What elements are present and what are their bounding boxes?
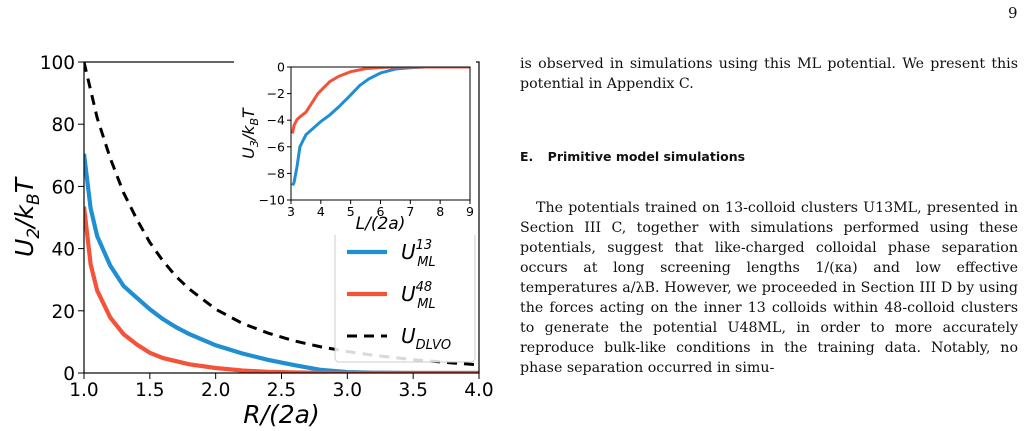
inset-y-label-sub: 3 (248, 140, 261, 147)
inset-y-axis-label: U3/kBT (239, 107, 261, 159)
inset-x-tick-label: 6 (377, 204, 385, 219)
main-y-tick-label: 20 (51, 302, 75, 323)
main-x-axis-label: R/(2a) (243, 400, 320, 429)
legend-label-base: U (401, 282, 416, 306)
figure: 1.0 1.5 2.0 2.5 3.0 3.5 4.0 0 20 40 60 80 100 R/(2a) U… (0, 0, 500, 431)
main-series-line-3 (84, 62, 479, 367)
inset-y-label-mid: /k (239, 125, 258, 142)
inset-y-tick-label: −6 (267, 139, 285, 154)
inset-x-tick-label: 3 (287, 204, 295, 219)
inset-x-tick-label: 8 (436, 204, 444, 219)
inset-x-tick-label: 4 (317, 204, 325, 219)
section-label: E. (520, 149, 534, 164)
main-x-tick-label: 2.5 (267, 380, 296, 401)
legend-label-2: U48 ML (401, 280, 436, 312)
main-y-tick-label: 100 (40, 53, 75, 74)
legend-label-1: U13 ML (401, 238, 436, 270)
section-heading: E. Primitive model simulations (520, 149, 1018, 164)
inset-y-label-sub2: B (248, 118, 261, 126)
inset-x-tick-label: 9 (466, 204, 474, 219)
inset-y-label-base: U (239, 147, 258, 159)
paragraph-body: The potentials trained on 13-colloid clu… (520, 200, 1018, 376)
inset-x-tick-label: 7 (406, 204, 414, 219)
inset-y-tick-label: −8 (267, 166, 285, 181)
main-y-tick-label: 80 (51, 115, 75, 136)
inset-x-axis-label: L/(2a) (356, 214, 406, 234)
paragraph-intro: is observed in simulations using this ML… (520, 56, 1018, 92)
page-number: 9 (1008, 4, 1018, 22)
main-y-tick-label: 0 (63, 364, 75, 385)
text-column: is observed in simulations using this ML… (520, 54, 1018, 378)
legend-label-sub: ML (417, 255, 435, 270)
inset-x-tick-label: 5 (347, 204, 355, 219)
legend-label-sub: ML (417, 297, 435, 312)
inset-series-line-2 (291, 67, 470, 134)
legend-label-base: U (401, 324, 416, 348)
main-x-tick-label: 3.0 (333, 380, 362, 401)
figure-svg: 1.0 1.5 2.0 2.5 3.0 3.5 4.0020406080100R/(2a)U… (10, 53, 494, 429)
main-x-tick-label: 1.5 (135, 380, 164, 401)
main-x-tick-label: 1.0 (69, 380, 98, 401)
inset-y-tick-label: 0 (277, 60, 285, 75)
main-y-axis-label: U2/kBT (10, 176, 44, 257)
legend-label-sup: 48 (416, 280, 433, 295)
section-title: Primitive model simulations (547, 149, 746, 164)
main-y-tick-label: 40 (51, 240, 75, 261)
inset-y-tick-label: −4 (267, 113, 285, 128)
legend-label-sub: DLVO (416, 338, 451, 353)
inset-y-tick-label: −10 (259, 193, 285, 208)
main-y-label-end: T (10, 176, 39, 193)
main-y-label-sub2: B (24, 193, 44, 205)
inset-y-label-end: T (239, 107, 258, 118)
main-y-tick-label: 60 (51, 177, 75, 198)
legend-label-base: U (401, 240, 416, 264)
main-x-tick-label: 4.0 (464, 380, 493, 401)
main-y-label-base: U (10, 239, 39, 257)
main-x-tick-label: 3.5 (398, 380, 427, 401)
inset-y-tick-label: −2 (267, 86, 285, 101)
main-y-label-mid: /k (10, 203, 39, 229)
legend-label-sup: 13 (416, 238, 433, 253)
main-y-label-sub: 2 (24, 228, 44, 239)
main-x-tick-label: 2.0 (201, 380, 230, 401)
legend-label-3: UDLVO (401, 324, 451, 353)
